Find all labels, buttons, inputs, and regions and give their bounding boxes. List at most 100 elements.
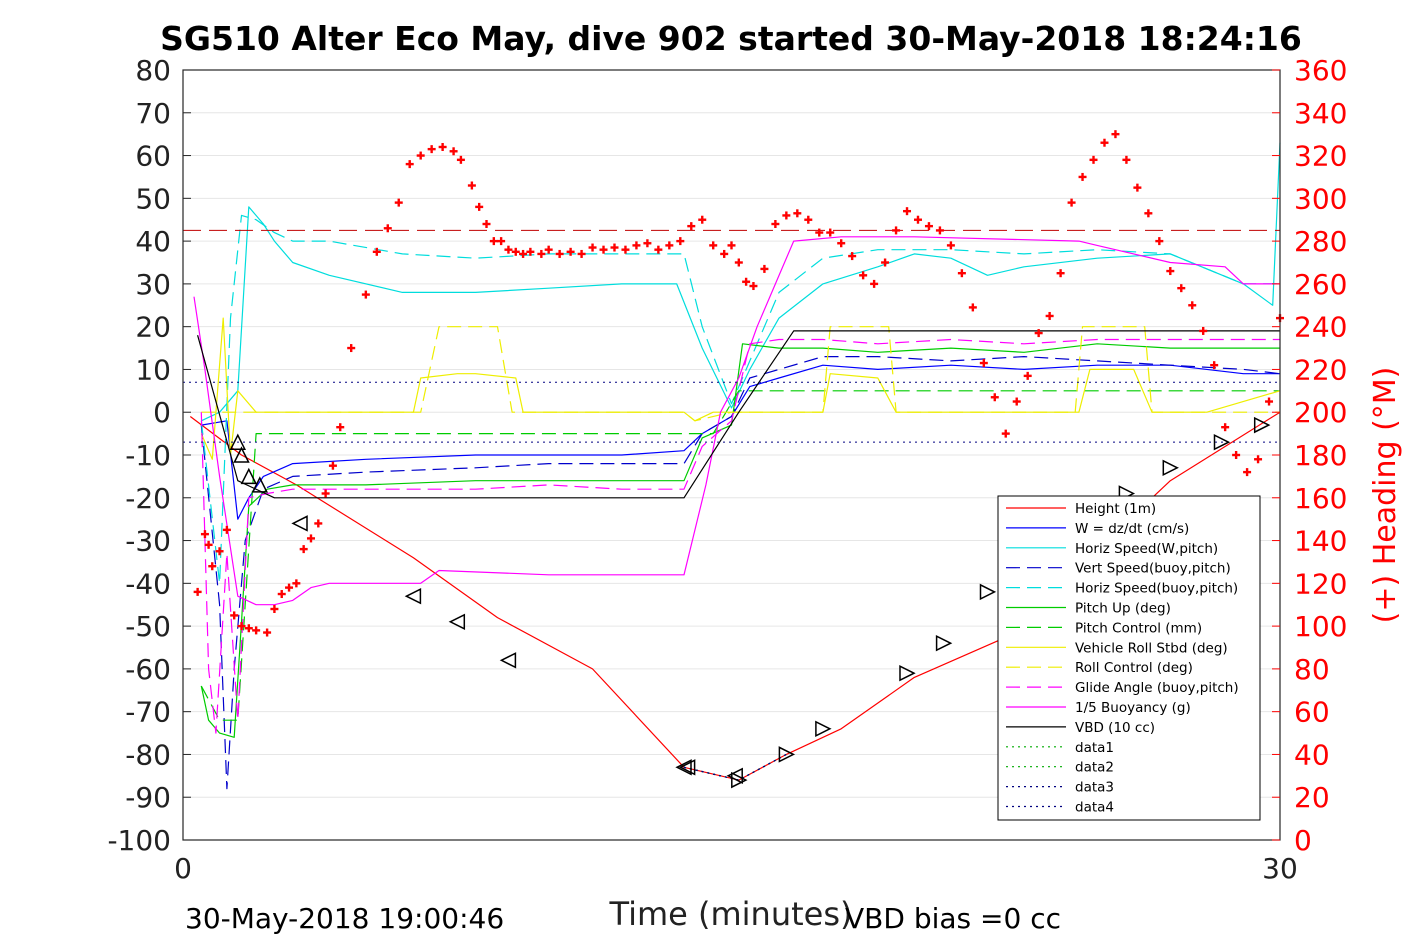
legend-entry: Horiz Speed(W,pitch) [1006,541,1218,557]
triangle-marker [675,759,692,776]
legend-entry: 1/5 Buoyancy (g) [1006,700,1191,716]
heading-point [1012,397,1021,406]
heading-point [504,245,513,254]
left-tick-label: -70 [125,696,171,729]
heading-point [405,160,414,169]
heading-point [222,525,231,534]
heading-point [734,258,743,267]
heading-point [749,282,758,291]
heading-point [208,562,217,571]
right-tick-label: 220 [1294,353,1347,386]
heading-point [1078,172,1087,181]
heading-point [793,209,802,218]
legend-entry: Height (1m) [1006,501,1156,517]
right-axis-label: (+) Heading (°M) [1368,367,1403,624]
left-tick-label: -50 [125,610,171,643]
left-tick-label: -90 [125,781,171,814]
series-line-3 [201,142,1281,422]
heading-point [1144,209,1153,218]
heading-point [555,249,564,258]
heading-point [489,237,498,246]
heading-point [285,583,294,592]
heading-point [467,181,476,190]
heading-point [383,224,392,233]
right-tick-label: 320 [1294,140,1347,173]
heading-point [760,264,769,273]
heading-markers [193,130,1284,637]
heading-point [881,258,890,267]
left-tick-label: -100 [107,824,171,857]
heading-point [566,247,575,256]
triangle-marker [815,720,832,738]
left-tick-label: -30 [125,525,171,558]
heading-point [892,226,901,235]
x-tick-label: 30 [1262,852,1298,885]
right-tick-label: 0 [1294,824,1312,857]
triangle-marker [726,767,743,785]
heading-point [230,611,239,620]
legend-label: 1/5 Buoyancy (g) [1075,700,1191,716]
heading-point [204,540,213,549]
heading-point [913,215,922,224]
heading-point [482,220,491,228]
triangle-marker [240,467,258,485]
heading-point [1243,468,1252,477]
heading-point [270,605,279,613]
right-tick-label: 20 [1294,781,1330,814]
heading-point [727,241,736,250]
legend-label: Pitch Control (mm) [1075,620,1202,636]
legend-label: Horiz Speed(W,pitch) [1075,541,1218,557]
triangle-marker [499,652,517,669]
series-line-11 [193,236,1280,606]
legend-entry: VBD (10 cc) [1006,720,1155,736]
heading-point [416,151,425,160]
right-tick-label: 340 [1294,97,1347,130]
heading-point [643,239,652,248]
heading-point [621,245,630,254]
triangle-marker [448,613,466,631]
right-tick-label: 160 [1294,482,1347,515]
legend-label: W = dz/dt (cm/s) [1075,521,1189,537]
heading-point [1056,269,1065,278]
heading-point [438,143,447,151]
heading-point [1111,130,1120,139]
heading-point [804,215,813,224]
heading-point [1034,329,1043,338]
heading-point [544,245,553,254]
heading-point [1188,301,1197,310]
series-line-10 [200,338,1280,734]
series-line-14 [683,753,787,781]
right-tick-label: 180 [1294,439,1347,472]
triangle-marker [229,433,247,450]
heading-point [244,624,253,633]
heading-point [306,534,315,543]
legend-entry: Roll Control (deg) [1006,660,1193,676]
legend-label: data2 [1075,760,1114,776]
left-tick-label: 70 [135,97,171,130]
left-tick-label: 0 [153,396,171,429]
heading-point [1089,155,1098,164]
legend-entry: Pitch Up (deg) [1006,601,1171,617]
right-tick-label: 40 [1294,738,1330,771]
heading-point [720,249,729,258]
right-tick-label: 200 [1294,396,1347,429]
heading-point [848,252,857,261]
heading-point [599,245,608,254]
legend-label: Vehicle Roll Stbd (deg) [1075,640,1228,656]
heading-point [299,545,308,554]
heading-point [665,241,674,250]
legend-entry: data2 [1006,760,1114,776]
right-tick-label: 240 [1294,311,1347,344]
right-tick-label: 100 [1294,610,1347,643]
legend-label: Glide Angle (buoy,pitch) [1075,680,1239,696]
left-tick-label: -10 [125,439,171,472]
heading-point [537,249,546,258]
heading-point [979,359,988,368]
heading-point [1166,267,1175,276]
left-tick-label: 40 [135,225,171,258]
series-line-12 [197,330,1280,499]
series-line-13 [683,753,787,781]
triangle-marker [979,583,997,601]
heading-point [497,237,506,246]
legend-entry: data4 [1006,800,1114,816]
